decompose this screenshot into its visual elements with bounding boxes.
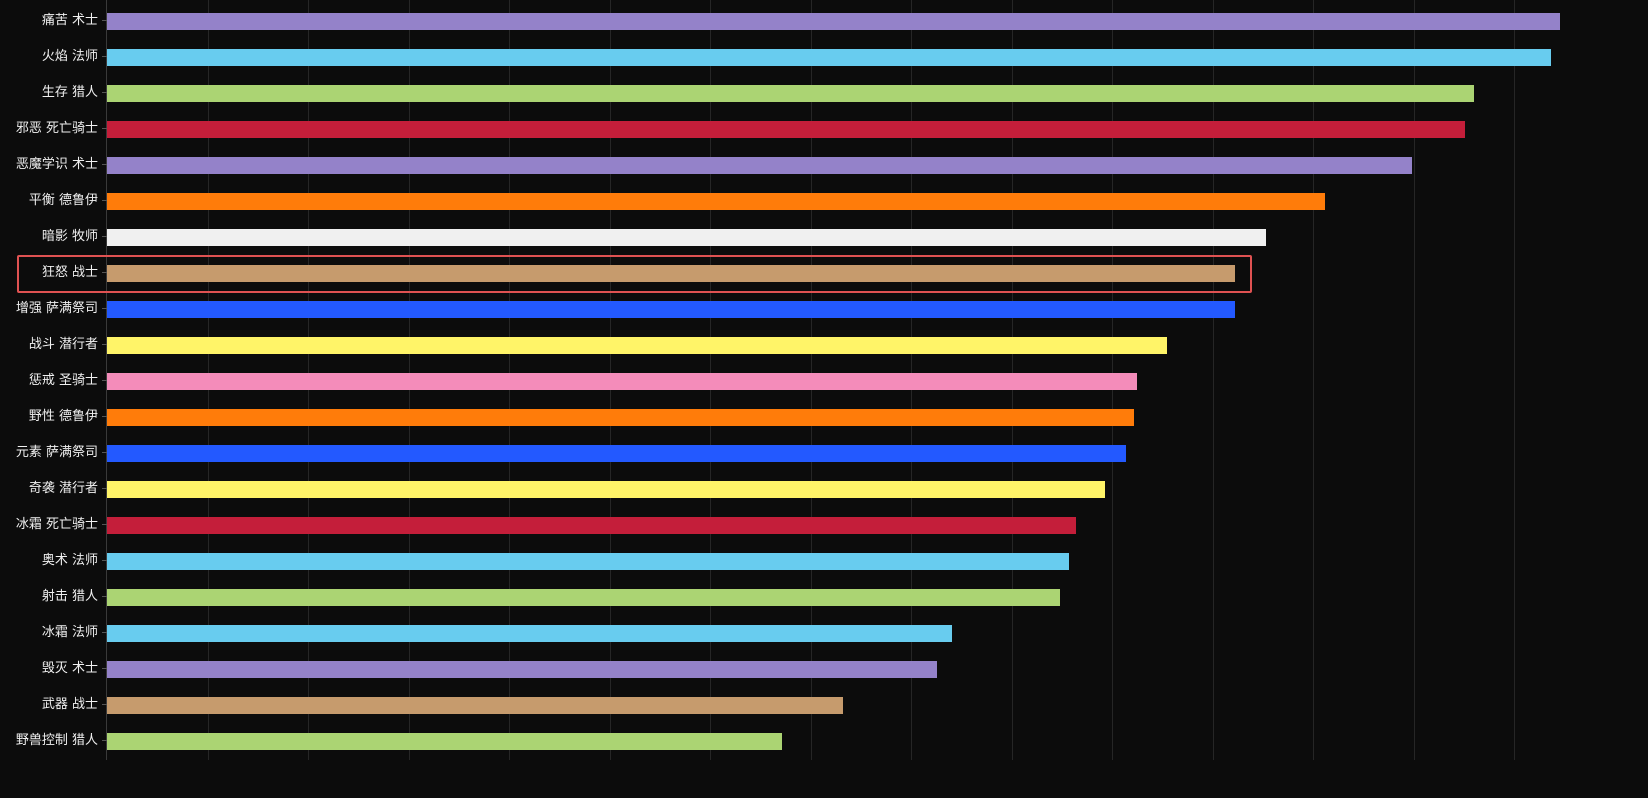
axis-tick [102,308,107,309]
bar[interactable] [107,481,1105,498]
bar[interactable] [107,121,1465,138]
axis-tick [102,704,107,705]
category-label: 火焰 法师 [41,49,98,64]
bar-row: 冰霜 法师 [0,615,1648,651]
category-label: 增强 萨满祭司 [15,301,98,316]
bar[interactable] [107,193,1325,210]
bar-row: 奇袭 潜行者 [0,471,1648,507]
bar[interactable] [107,49,1551,66]
bar[interactable] [107,517,1076,534]
bar-row: 狂怒 战士 [0,255,1648,291]
bar[interactable] [107,85,1474,102]
axis-tick [102,452,107,453]
bar-row: 野性 德鲁伊 [0,399,1648,435]
bar[interactable] [107,625,952,642]
highlight-box [17,255,1252,293]
bar-row: 痛苦 术士 [0,3,1648,39]
category-label: 冰霜 死亡骑士 [15,517,98,532]
axis-tick [102,272,107,273]
bar-row: 生存 猎人 [0,75,1648,111]
category-label: 奇袭 潜行者 [28,481,98,496]
category-label: 邪恶 死亡骑士 [15,121,98,136]
bar[interactable] [107,265,1235,282]
axis-tick [102,128,107,129]
bar-row: 射击 猎人 [0,579,1648,615]
axis-tick [102,164,107,165]
bar-row: 元素 萨满祭司 [0,435,1648,471]
category-label: 战斗 潜行者 [28,337,98,352]
axis-tick [102,200,107,201]
bar-row: 恶魔学识 术士 [0,147,1648,183]
gridline [1313,0,1314,760]
bar[interactable] [107,589,1060,606]
bar-row: 毁灭 术士 [0,651,1648,687]
bar[interactable] [107,553,1069,570]
bar[interactable] [107,661,937,678]
bar[interactable] [107,697,843,714]
bar[interactable] [107,445,1126,462]
bar[interactable] [107,373,1137,390]
axis-tick [102,740,107,741]
category-label: 射击 猎人 [41,589,98,604]
bar-row: 奥术 法师 [0,543,1648,579]
category-label: 生存 猎人 [41,85,98,100]
axis-tick [102,488,107,489]
bar[interactable] [107,733,782,750]
axis-tick [102,344,107,345]
axis-tick [102,56,107,57]
bar-row: 平衡 德鲁伊 [0,183,1648,219]
bar[interactable] [107,337,1167,354]
bar[interactable] [107,301,1235,318]
bar-row: 增强 萨满祭司 [0,291,1648,327]
axis-tick [102,560,107,561]
axis-tick [102,596,107,597]
category-label: 元素 萨满祭司 [15,445,98,460]
category-label: 狂怒 战士 [41,265,98,280]
bar-row: 武器 战士 [0,687,1648,723]
bar[interactable] [107,13,1560,30]
category-label: 毁灭 术士 [41,661,98,676]
axis-tick [102,380,107,381]
gridline [1514,0,1515,760]
bar-row: 邪恶 死亡骑士 [0,111,1648,147]
axis-tick [102,20,107,21]
category-label: 野兽控制 猎人 [15,733,98,748]
gridline [1213,0,1214,760]
gridline [1414,0,1415,760]
bar[interactable] [107,157,1412,174]
axis-tick [102,524,107,525]
category-label: 武器 战士 [41,697,98,712]
bar-row: 冰霜 死亡骑士 [0,507,1648,543]
axis-tick [102,236,107,237]
axis-tick [102,416,107,417]
axis-tick [102,632,107,633]
category-label: 野性 德鲁伊 [28,409,98,424]
category-label: 冰霜 法师 [41,625,98,640]
category-label: 惩戒 圣骑士 [28,373,98,388]
category-label: 奥术 法师 [41,553,98,568]
bar-row: 野兽控制 猎人 [0,723,1648,759]
category-label: 恶魔学识 术士 [15,157,98,172]
category-label: 平衡 德鲁伊 [28,193,98,208]
bar-row: 暗影 牧师 [0,219,1648,255]
bar-row: 火焰 法师 [0,39,1648,75]
category-label: 暗影 牧师 [41,229,98,244]
category-label: 痛苦 术士 [41,13,98,28]
bar-row: 战斗 潜行者 [0,327,1648,363]
bar-row: 惩戒 圣骑士 [0,363,1648,399]
axis-tick [102,668,107,669]
bar[interactable] [107,229,1266,246]
axis-tick [102,92,107,93]
bar[interactable] [107,409,1134,426]
